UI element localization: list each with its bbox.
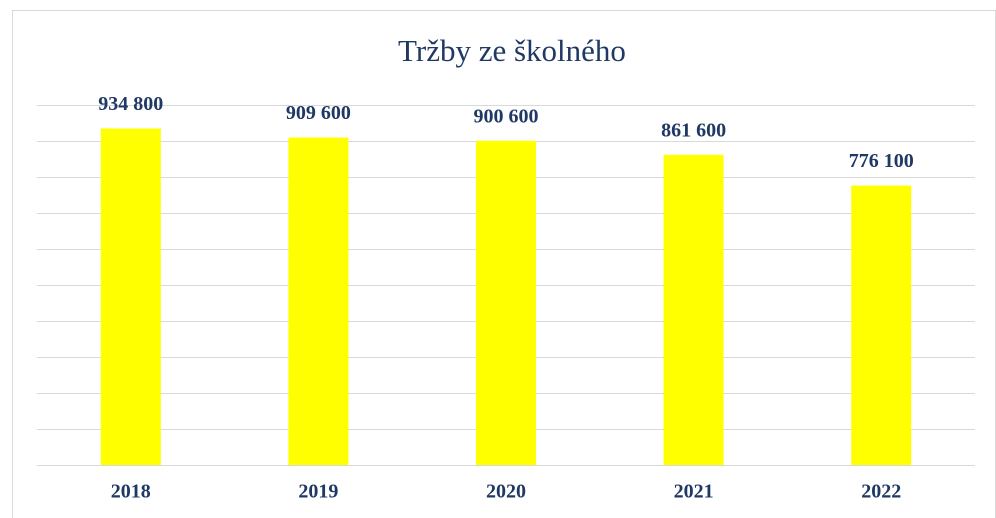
x-tick-label: 2020 (486, 481, 526, 503)
bar (663, 154, 724, 465)
x-tick-label: 2022 (861, 481, 901, 503)
x-tick-label: 2021 (674, 481, 714, 503)
data-label: 861 600 (661, 119, 726, 141)
chart-title: Tržby ze školného (398, 33, 626, 68)
data-label: 909 600 (286, 102, 351, 124)
data-label: 776 100 (849, 150, 914, 172)
x-tick-label: 2018 (111, 481, 151, 503)
data-label: 900 600 (474, 105, 539, 127)
bar (288, 137, 349, 465)
bar (476, 140, 536, 465)
data-label: 934 800 (98, 93, 163, 115)
bar (100, 128, 161, 466)
bar (851, 185, 912, 465)
x-tick-label: 2019 (298, 481, 338, 503)
